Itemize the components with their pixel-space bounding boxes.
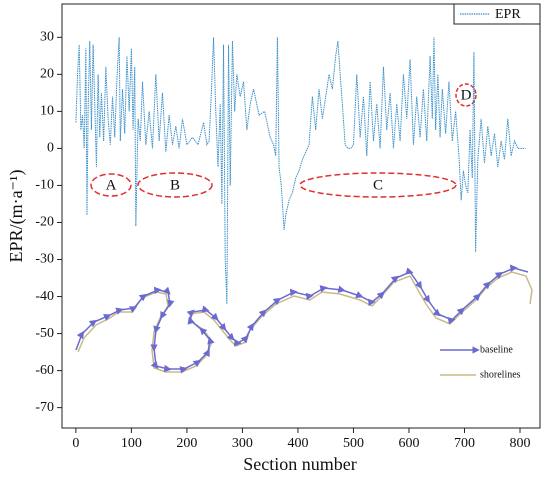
annotation-ellipse xyxy=(90,173,132,197)
plot-frame xyxy=(61,3,541,429)
y-tick-label: -20 xyxy=(35,215,54,230)
x-tick-label: 400 xyxy=(287,436,308,451)
line-series xyxy=(75,37,526,304)
y-tick-label: -50 xyxy=(35,326,54,341)
y-tick-label: -30 xyxy=(35,252,54,267)
annotations: A B C D xyxy=(90,83,477,198)
y-tick-label: -60 xyxy=(35,363,54,378)
inset-map: baseline shorelines xyxy=(75,264,533,380)
annotation-text: A xyxy=(106,177,117,193)
baseline-path xyxy=(75,264,529,374)
x-tick-label: 300 xyxy=(232,436,253,451)
y-tick-label: 20 xyxy=(40,67,54,82)
y-tick-label: -70 xyxy=(35,400,54,415)
x-tick-label: 800 xyxy=(510,436,531,451)
annotation-text: D xyxy=(461,87,472,103)
annotation-ellipse xyxy=(137,172,213,198)
y-axis-label: EPR/(m·a⁻¹) xyxy=(6,170,27,263)
y-tick-label: 30 xyxy=(40,30,54,45)
inset-legend-text: baseline xyxy=(480,344,513,355)
shorelines-path xyxy=(77,271,533,373)
annotation-text: B xyxy=(170,177,180,193)
x-tick-label: 700 xyxy=(454,436,475,451)
x-tick-label: 0 xyxy=(72,436,79,451)
y-tick-label: -40 xyxy=(35,289,54,304)
legend-label: EPR xyxy=(495,7,521,22)
x-tick-label: 500 xyxy=(343,436,364,451)
x-tick-label: 600 xyxy=(398,436,419,451)
y-tick-label: 0 xyxy=(47,141,54,156)
legend-box xyxy=(453,3,541,25)
x-tick-label: 100 xyxy=(121,436,142,451)
y-tick-label: -10 xyxy=(35,178,54,193)
inset-legend-text: shorelines xyxy=(480,369,521,380)
annotation-ellipse xyxy=(455,83,477,107)
annotation-text: C xyxy=(373,177,383,193)
x-axis-label: Section number xyxy=(243,454,356,474)
y-tick-label: 10 xyxy=(40,104,54,119)
x-tick-label: 200 xyxy=(176,436,197,451)
annotation-ellipse xyxy=(299,172,457,198)
